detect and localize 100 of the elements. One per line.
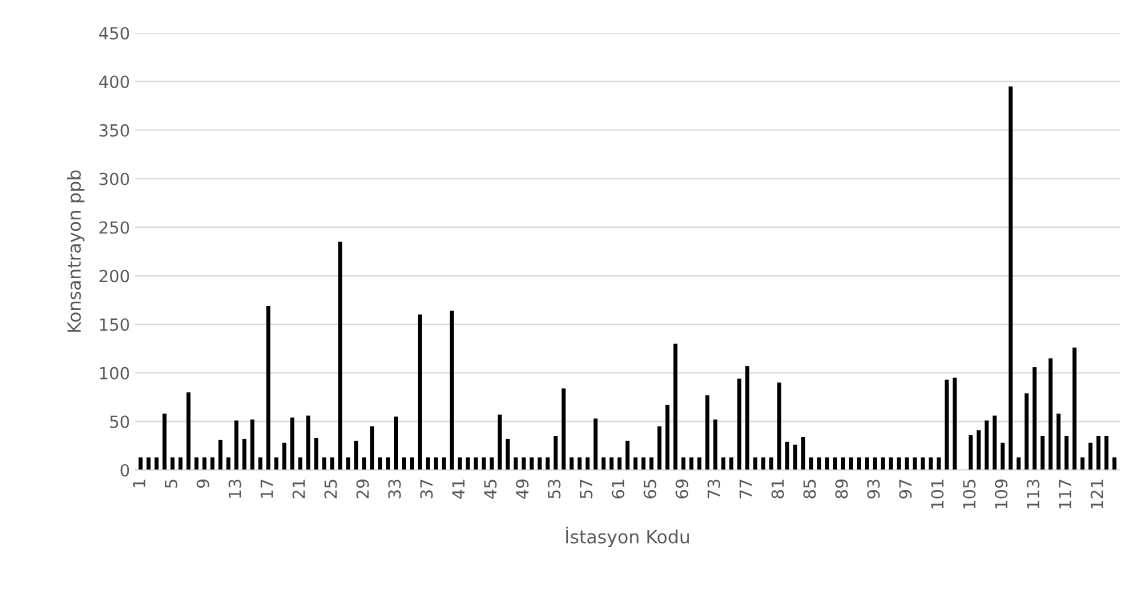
x-tick-label: 89: [835, 479, 848, 499]
bar: [864, 457, 869, 470]
bar: [394, 416, 399, 470]
bar: [154, 457, 159, 470]
bar: [833, 457, 838, 470]
bar: [601, 457, 606, 470]
bar: [745, 366, 750, 470]
x-tick-label: 53: [547, 479, 561, 499]
bar: [793, 444, 798, 470]
bar: [761, 457, 766, 470]
bar: [992, 415, 997, 470]
bar: [202, 457, 207, 470]
bar: [138, 457, 143, 470]
bar: [234, 420, 239, 470]
bar: [952, 377, 957, 470]
y-tick-label: 150: [100, 318, 130, 331]
x-tick-label: 113: [1026, 479, 1040, 509]
bar: [330, 457, 335, 470]
bar: [417, 314, 422, 470]
bar: [809, 457, 814, 470]
bar: [777, 382, 782, 470]
bar: [801, 436, 806, 470]
bar: [314, 437, 319, 470]
x-tick-label: 65: [643, 479, 657, 499]
x-axis-title: İstasyon Kodu: [566, 526, 689, 548]
bar: [1024, 393, 1029, 470]
bar: [1112, 457, 1117, 470]
bar: [242, 438, 247, 470]
bar: [1032, 367, 1037, 470]
y-tick-label: 50: [110, 415, 130, 429]
bar: [841, 457, 846, 470]
y-axis-title: Konsantrayon ppb: [66, 170, 85, 332]
bar: [641, 457, 646, 470]
bar: [769, 457, 774, 470]
x-tick-label: 109: [994, 479, 1008, 509]
y-tick-label: 300: [99, 172, 130, 186]
bar: [968, 435, 973, 470]
bar: [290, 417, 295, 470]
bar: [721, 457, 726, 470]
bar: [753, 457, 758, 470]
x-tick-label: 97: [899, 479, 912, 499]
bar: [689, 457, 694, 470]
y-tick-label: 200: [99, 269, 130, 283]
bar: [585, 457, 590, 470]
bar: [409, 457, 414, 470]
bar: [633, 457, 638, 470]
bar: [904, 457, 909, 470]
bar: [529, 457, 534, 470]
bar: [1008, 86, 1013, 470]
bar: [856, 457, 861, 470]
x-tick-label: 61: [611, 479, 625, 499]
bar: [673, 343, 678, 470]
bar: [162, 413, 167, 470]
x-tick-label: 57: [580, 479, 593, 499]
bar: [737, 378, 742, 470]
bar: [649, 457, 654, 470]
bar: [250, 419, 255, 470]
bar: [513, 457, 518, 470]
bar: [170, 457, 175, 470]
bar: [226, 457, 231, 470]
bar: [817, 457, 822, 470]
bar: [657, 426, 662, 470]
x-tick-label: 25: [324, 479, 337, 499]
y-tick-label: 100: [100, 366, 130, 380]
y-tick-label: 0: [120, 463, 130, 477]
bar: [362, 457, 367, 470]
bar: [402, 457, 406, 470]
y-tick-label: 250: [99, 221, 130, 234]
bar: [593, 418, 598, 470]
x-tick-label: 69: [675, 479, 689, 499]
bar: [1096, 436, 1101, 470]
bar: [617, 457, 622, 470]
bar: [553, 436, 558, 470]
bar: [146, 457, 151, 470]
bar: [1088, 442, 1093, 470]
bar: [976, 430, 981, 470]
bar: [186, 392, 191, 470]
bar: [705, 395, 710, 470]
y-tick-label: 400: [99, 75, 130, 89]
bar: [729, 457, 734, 470]
bar: [473, 457, 478, 470]
x-tick-label: 121: [1090, 479, 1104, 509]
bar: [282, 442, 287, 470]
bar: [577, 457, 582, 470]
x-tick-label: 13: [228, 479, 242, 498]
bar: [665, 404, 670, 470]
x-tick-label: 1: [133, 479, 146, 488]
bar: [888, 457, 893, 470]
bar: [1056, 413, 1061, 470]
x-tick-label: 77: [739, 479, 752, 499]
bar: [561, 388, 566, 470]
bar: [944, 379, 949, 470]
bar: [274, 457, 279, 470]
x-tick-label: 37: [420, 479, 433, 499]
bar: [537, 457, 542, 470]
x-tick-label: 85: [803, 479, 816, 499]
bar: [697, 457, 702, 470]
bar: [1040, 436, 1045, 470]
y-tick-label: 350: [99, 124, 130, 137]
bar: [194, 457, 199, 470]
